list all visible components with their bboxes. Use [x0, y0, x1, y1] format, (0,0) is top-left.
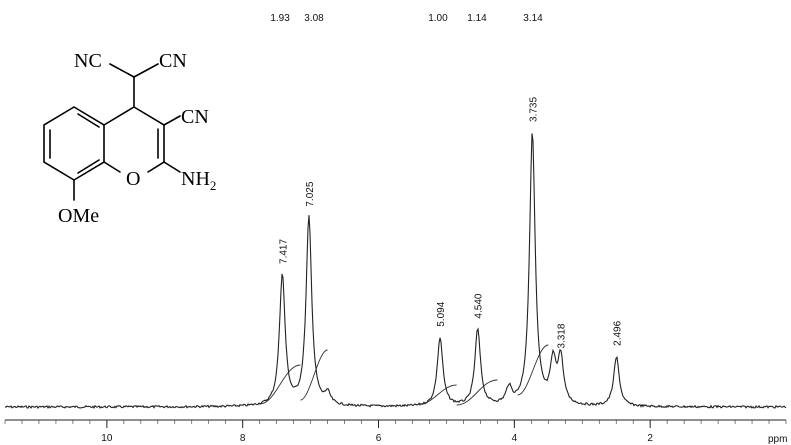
peak-label: 5.094 — [436, 301, 447, 326]
integral-curve — [259, 364, 301, 405]
x-tick-label: 4 — [512, 433, 518, 444]
peak-label: 7.417 — [278, 238, 289, 263]
benzene-double-bond-3 — [77, 159, 100, 174]
pyran-ring-o-bond — [103, 161, 121, 173]
integral-curve — [300, 349, 328, 401]
ch-cn-right-bond — [133, 63, 159, 78]
peak-label: 4.540 — [474, 293, 485, 318]
label-nh2-main: NH — [181, 168, 210, 190]
x-axis: 10 8 6 4 2 ppm — [4, 419, 787, 445]
ch-cn-left-bond — [109, 63, 135, 78]
peak-label: 3.318 — [557, 323, 568, 348]
x-tick-label: 2 — [647, 433, 653, 444]
label-nh2-subscript: 2 — [210, 178, 217, 193]
integral-value: 1.00 — [428, 13, 448, 24]
x-tick-label: 10 — [101, 433, 113, 444]
pyran-ring — [103, 106, 165, 173]
peak-label: 3.735 — [528, 97, 539, 122]
label-cn-ring: CN — [181, 106, 209, 128]
x-tick-label: 6 — [376, 433, 382, 444]
label-nc: NC — [74, 50, 102, 72]
chemical-structure — [43, 63, 181, 201]
integral-curve — [456, 379, 498, 406]
label-ome: OMe — [58, 205, 99, 227]
benzene-double-bond-2 — [77, 113, 100, 128]
x-tick-label: 8 — [240, 433, 246, 444]
structure-labels: NC CN CN O NH2 OMe — [58, 50, 216, 227]
benzene-ring — [43, 106, 105, 181]
integral-values: 1.93 3.08 1.00 1.14 3.14 — [270, 13, 543, 24]
peak-labels: 7.417 7.025 5.094 4.540 3.735 3.318 2.496 — [278, 97, 623, 349]
label-ring-o: O — [126, 168, 140, 190]
x-axis-unit-label: ppm — [768, 434, 787, 445]
x-axis-minor-ticks — [4, 420, 787, 424]
spectrum-trace — [4, 133, 787, 410]
label-cn-top: CN — [159, 50, 187, 72]
peak-label: 2.496 — [612, 320, 623, 345]
integral-value: 1.14 — [467, 13, 487, 24]
label-nh2: NH2 — [181, 168, 216, 193]
integral-curve — [517, 344, 549, 396]
integral-curve — [419, 384, 457, 405]
integral-value: 3.08 — [304, 13, 324, 24]
c3-cn-bond — [163, 115, 181, 126]
integral-value: 3.14 — [523, 13, 543, 24]
peak-label: 7.025 — [305, 181, 316, 206]
c2-nh2-bond — [163, 161, 181, 173]
integral-value: 1.93 — [270, 13, 290, 24]
x-axis-major-ticks: 10 8 6 4 2 — [101, 420, 653, 444]
